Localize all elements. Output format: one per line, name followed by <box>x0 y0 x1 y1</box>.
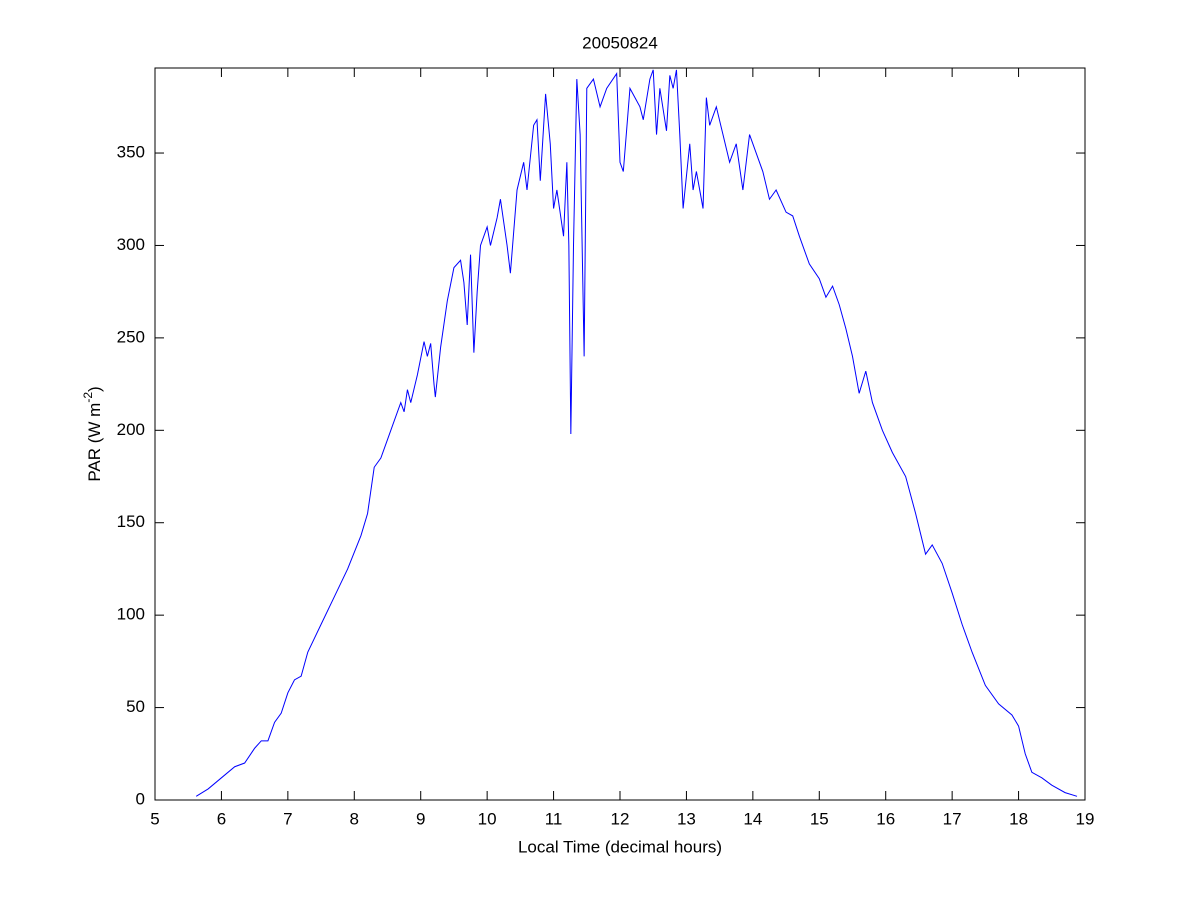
x-tick-label: 17 <box>943 809 962 828</box>
x-axis-label: Local Time (decimal hours) <box>518 837 722 856</box>
x-tick-label: 12 <box>611 809 630 828</box>
y-tick-label: 200 <box>117 420 145 439</box>
x-tick-label: 5 <box>150 809 159 828</box>
y-axis-label-end: ) <box>85 386 104 392</box>
x-tick-label: 19 <box>1076 809 1095 828</box>
x-tick-label: 15 <box>810 809 829 828</box>
x-tick-label: 7 <box>283 809 292 828</box>
y-tick-label: 350 <box>117 143 145 162</box>
x-tick-label: 16 <box>876 809 895 828</box>
y-tick-label: 0 <box>136 789 145 808</box>
x-tick-label: 18 <box>1009 809 1028 828</box>
x-tick-label: 9 <box>416 809 425 828</box>
x-tick-label: 11 <box>545 809 563 828</box>
chart-title: 20050824 <box>582 33 658 52</box>
y-tick-label: 150 <box>117 512 145 531</box>
y-tick-label: 250 <box>117 327 145 346</box>
x-tick-label: 8 <box>350 809 359 828</box>
x-tick-label: 14 <box>743 809 762 828</box>
y-axis-label-main: PAR (W m <box>85 403 104 482</box>
y-tick-label: 300 <box>117 235 145 254</box>
y-tick-label: 100 <box>117 605 145 624</box>
y-axis-label-exponent: -2 <box>81 392 95 403</box>
plot-frame <box>154 67 1086 801</box>
x-tick-label: 13 <box>677 809 696 828</box>
data-line <box>195 69 1078 797</box>
x-tick-label: 10 <box>478 809 497 828</box>
x-tick-label: 6 <box>217 809 226 828</box>
y-axis-label: PAR (W m-2) <box>81 386 104 481</box>
y-tick-label: 50 <box>126 697 145 716</box>
